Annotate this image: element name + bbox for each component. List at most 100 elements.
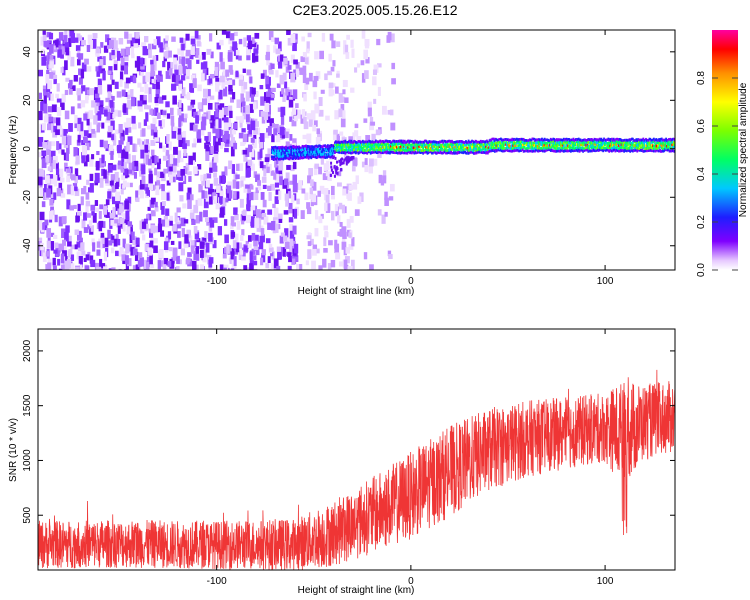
- heat-cell: [68, 123, 73, 132]
- heat-cell: [58, 32, 64, 41]
- heat-cell: [340, 118, 346, 128]
- heat-cell: [274, 161, 278, 168]
- heat-cell: [107, 229, 111, 239]
- heat-cell: [337, 215, 341, 224]
- heat-cell: [262, 69, 267, 78]
- heat-cell: [260, 73, 265, 79]
- heat-cell: [343, 259, 348, 270]
- heat-cell: [307, 32, 312, 38]
- heat-cell: [76, 59, 81, 66]
- heat-cell: [223, 106, 229, 116]
- heat-cell: [238, 132, 244, 139]
- heat-cell: [259, 235, 263, 246]
- heat-cell: [286, 91, 291, 101]
- heat-cell: [45, 156, 50, 163]
- heat-cell: [64, 30, 68, 37]
- heat-cell: [91, 100, 97, 108]
- heat-cell: [289, 224, 294, 231]
- heat-cell: [260, 111, 265, 117]
- heat-cell: [203, 210, 208, 218]
- signal-cell: [493, 150, 496, 153]
- heat-cell: [302, 73, 307, 84]
- heat-cell: [283, 178, 289, 186]
- heat-cell: [306, 133, 312, 144]
- heat-cell: [196, 59, 200, 64]
- heat-cell: [327, 176, 332, 182]
- heat-cell: [290, 72, 296, 83]
- heat-cell: [142, 75, 147, 84]
- heat-cell: [168, 50, 172, 58]
- heat-cell: [196, 40, 201, 47]
- heat-cell: [241, 229, 245, 236]
- heat-cell: [53, 78, 57, 85]
- heat-cell: [101, 122, 105, 129]
- heat-cell: [146, 187, 151, 196]
- heat-cell: [80, 250, 86, 256]
- heat-cell: [207, 131, 212, 142]
- heat-cell: [268, 31, 274, 41]
- heat-cell: [158, 70, 162, 77]
- heat-cell: [66, 42, 72, 47]
- signal-cell: [646, 144, 649, 148]
- heat-cell: [120, 149, 125, 159]
- signal-cell: [395, 149, 397, 153]
- signal-cell: [364, 145, 367, 148]
- heat-cell: [38, 220, 43, 231]
- heat-cell: [59, 168, 64, 178]
- heat-cell: [190, 240, 195, 249]
- heat-cell: [191, 219, 196, 225]
- heat-cell: [43, 89, 48, 96]
- heat-cell: [267, 76, 271, 86]
- heat-cell: [285, 89, 289, 96]
- heat-cell: [65, 255, 69, 262]
- heat-cell: [372, 158, 378, 166]
- snr-marks: [38, 369, 675, 570]
- signal-cell: [348, 139, 351, 143]
- heat-cell: [363, 118, 368, 123]
- heat-cell: [217, 136, 221, 146]
- heat-cell: [265, 238, 271, 244]
- signal-cell: [638, 144, 641, 147]
- signal-tail-cell: [334, 156, 337, 160]
- heat-cell: [103, 266, 108, 270]
- heat-cell: [81, 62, 87, 72]
- heat-cell: [250, 118, 255, 123]
- heat-cell: [181, 227, 185, 238]
- heat-cell: [213, 172, 217, 178]
- signal-cell: [642, 137, 645, 141]
- heat-cell: [378, 174, 383, 184]
- heat-cell: [234, 233, 239, 244]
- heat-cell: [132, 236, 137, 246]
- heat-cell: [171, 36, 176, 42]
- heat-cell: [253, 138, 257, 149]
- heat-cell: [148, 94, 153, 103]
- signal-tail-cell: [333, 165, 336, 169]
- heat-cell: [48, 116, 53, 122]
- heat-cell: [195, 264, 199, 270]
- heat-cell: [50, 232, 55, 237]
- heat-cell: [79, 121, 84, 132]
- heat-cell: [275, 223, 279, 233]
- heat-cell: [328, 269, 333, 270]
- heat-cell: [169, 107, 174, 116]
- heat-cell: [113, 63, 118, 71]
- heat-cell: [238, 163, 244, 172]
- heat-cell: [97, 56, 102, 62]
- heat-cell: [271, 269, 277, 270]
- heat-cell: [110, 72, 114, 80]
- heat-cell: [67, 250, 71, 258]
- heat-cell: [52, 45, 56, 50]
- heat-cell: [218, 196, 224, 205]
- heat-cell: [316, 128, 320, 135]
- y-tick-label: -40: [22, 238, 33, 253]
- y-tick-label: 1500: [22, 394, 33, 417]
- heat-cell: [58, 268, 63, 270]
- heat-cell: [232, 179, 237, 189]
- signal-cell: [422, 146, 425, 150]
- heat-cell: [264, 132, 270, 139]
- heat-cell: [156, 75, 160, 82]
- heat-cell: [136, 162, 140, 172]
- heat-cell: [259, 84, 264, 90]
- heat-cell: [186, 229, 191, 238]
- heat-cell: [176, 207, 181, 213]
